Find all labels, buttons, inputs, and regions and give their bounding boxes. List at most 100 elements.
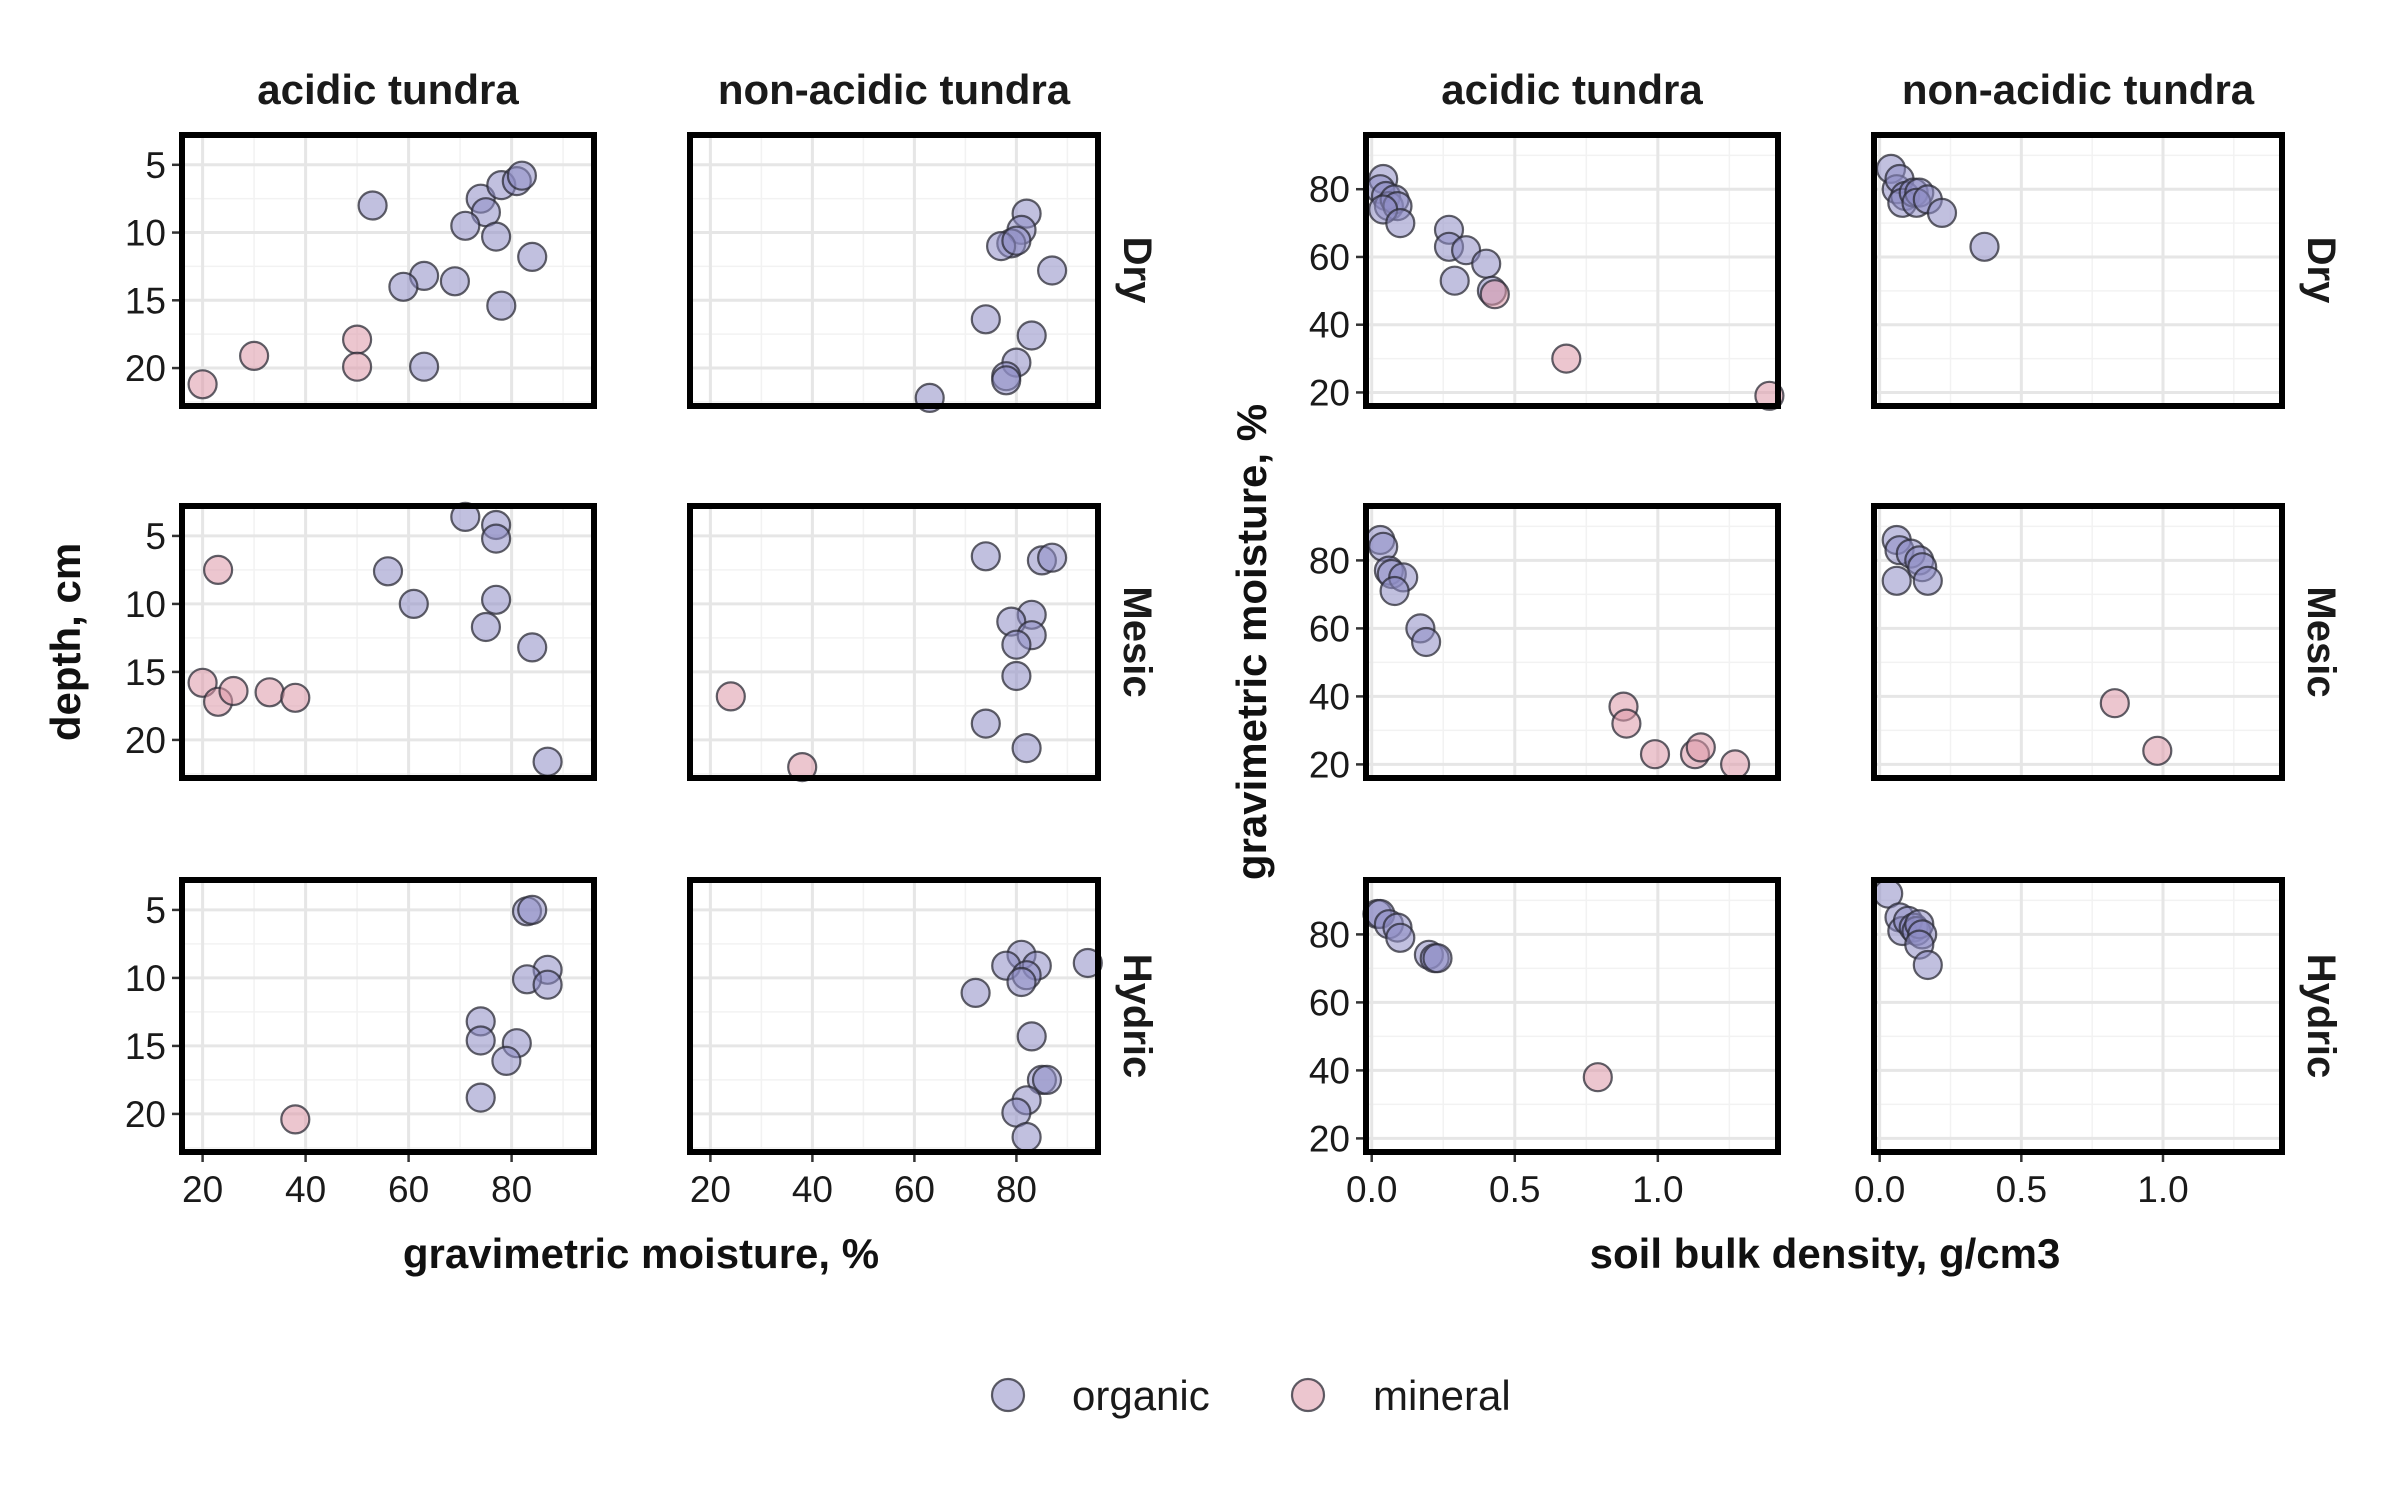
data-point-mineral bbox=[715, 681, 746, 712]
legend-mineral-swatch bbox=[1290, 1377, 1326, 1413]
data-point-organic bbox=[372, 556, 404, 587]
data-point-organic bbox=[470, 611, 501, 643]
right-y-axis-title: gravimetric moisture, % bbox=[1228, 404, 1275, 880]
strip-right-row-hydric: Hydric bbox=[2299, 954, 2343, 1079]
y-tick-label: 80 bbox=[1309, 540, 1350, 581]
data-point-organic bbox=[450, 501, 481, 533]
left-y-axis-title: depth, cm bbox=[42, 543, 89, 741]
legend-mineral-label: mineral bbox=[1373, 1372, 1511, 1419]
data-point-organic bbox=[1422, 943, 1453, 974]
data-point-mineral bbox=[1479, 279, 1510, 310]
data-point-organic bbox=[388, 271, 419, 302]
strip-right-col-2: non-acidic tundra bbox=[1902, 66, 2255, 113]
panel-frame bbox=[687, 877, 1101, 1155]
panel-frame bbox=[179, 503, 597, 781]
data-point-organic bbox=[1439, 265, 1470, 296]
data-point-mineral bbox=[1551, 343, 1582, 374]
y-tick-label: 60 bbox=[1309, 608, 1350, 649]
data-point-organic bbox=[357, 190, 388, 221]
data-point-organic bbox=[1385, 922, 1416, 953]
data-point-mineral bbox=[1719, 749, 1751, 780]
y-tick-label: 20 bbox=[125, 1094, 166, 1135]
panel-frame bbox=[687, 503, 1101, 781]
panel-frame bbox=[1871, 877, 2285, 1155]
data-point-organic bbox=[481, 584, 512, 615]
legend-organic-label: organic bbox=[1072, 1372, 1210, 1419]
panel-points bbox=[187, 153, 2173, 1153]
panel-frame bbox=[179, 877, 597, 1155]
data-point-mineral bbox=[1685, 732, 1716, 763]
data-point-organic bbox=[532, 746, 563, 777]
y-tick-label: 80 bbox=[1309, 169, 1350, 210]
data-point-organic bbox=[1011, 732, 1042, 764]
data-point-organic bbox=[1036, 255, 1068, 286]
data-point-organic bbox=[1016, 1021, 1047, 1052]
data-point-mineral bbox=[203, 554, 234, 586]
x-tick-label: 20 bbox=[690, 1169, 731, 1210]
data-point-organic bbox=[517, 894, 548, 926]
panel-frame bbox=[179, 132, 597, 409]
strip-left-row-hydric: Hydric bbox=[1115, 954, 1159, 1079]
data-point-organic bbox=[1011, 1121, 1042, 1153]
data-point-organic bbox=[1881, 565, 1912, 596]
data-point-mineral bbox=[1639, 739, 1671, 770]
data-point-organic bbox=[1969, 231, 2000, 262]
y-tick-label: 20 bbox=[1309, 744, 1350, 785]
y-tick-label: 40 bbox=[1309, 305, 1350, 346]
data-point-mineral bbox=[218, 675, 249, 707]
right-x-axis-title: soil bulk density, g/cm3 bbox=[1590, 1230, 2061, 1277]
data-point-organic bbox=[970, 708, 1001, 739]
x-tick-label: 80 bbox=[491, 1169, 532, 1210]
data-point-mineral bbox=[787, 751, 818, 783]
strip-left-col-2: non-acidic tundra bbox=[718, 66, 1071, 113]
x-tick-label: 1.0 bbox=[2137, 1169, 2188, 1210]
data-point-organic bbox=[1031, 1064, 1063, 1096]
data-point-mineral bbox=[2099, 688, 2130, 719]
data-point-organic bbox=[1001, 225, 1032, 256]
data-point-mineral bbox=[342, 351, 373, 382]
data-point-organic bbox=[481, 523, 512, 554]
y-tick-label: 20 bbox=[125, 348, 166, 389]
data-point-organic bbox=[1471, 248, 1502, 279]
y-tick-label: 15 bbox=[125, 652, 166, 693]
data-point-mineral bbox=[187, 369, 218, 400]
data-point-organic bbox=[481, 221, 512, 252]
data-point-organic bbox=[1001, 660, 1032, 692]
data-point-organic bbox=[409, 351, 440, 382]
y-tick-label: 40 bbox=[1309, 676, 1350, 717]
strip-right-col-1: acidic tundra bbox=[1441, 66, 1703, 113]
data-point-organic bbox=[486, 290, 517, 321]
data-point-organic bbox=[439, 266, 470, 297]
panel-frame bbox=[687, 132, 1101, 409]
data-point-organic bbox=[1410, 626, 1442, 658]
y-tick-label: 5 bbox=[145, 516, 166, 557]
data-point-organic bbox=[517, 241, 548, 272]
y-tick-label: 80 bbox=[1309, 914, 1350, 955]
left-x-axis-title: gravimetric moisture, % bbox=[403, 1230, 879, 1277]
data-point-mineral bbox=[2142, 735, 2173, 766]
y-tick-label: 20 bbox=[1309, 1118, 1350, 1159]
data-point-organic bbox=[991, 365, 1022, 396]
data-point-mineral bbox=[239, 340, 270, 371]
x-tick-label: 60 bbox=[388, 1169, 429, 1210]
data-point-organic bbox=[465, 1025, 496, 1056]
y-tick-label: 20 bbox=[1309, 372, 1350, 413]
x-tick-label: 0.0 bbox=[1346, 1169, 1397, 1210]
x-tick-label: 40 bbox=[285, 1169, 326, 1210]
data-point-organic bbox=[1036, 542, 1068, 573]
y-tick-label: 15 bbox=[125, 1026, 166, 1067]
x-tick-label: 60 bbox=[894, 1169, 935, 1210]
data-point-organic bbox=[1912, 565, 1943, 596]
data-point-organic bbox=[960, 977, 991, 1009]
data-point-organic bbox=[491, 1045, 522, 1077]
panel-frame bbox=[1871, 132, 2285, 409]
y-tick-label: 10 bbox=[125, 213, 166, 254]
data-point-organic bbox=[517, 632, 548, 663]
data-point-organic bbox=[450, 210, 481, 241]
panel-frame bbox=[1871, 503, 2285, 781]
y-tick-label: 20 bbox=[125, 720, 166, 761]
strip-left-col-1: acidic tundra bbox=[257, 66, 519, 113]
data-point-organic bbox=[506, 160, 538, 191]
data-point-organic bbox=[1016, 320, 1047, 351]
